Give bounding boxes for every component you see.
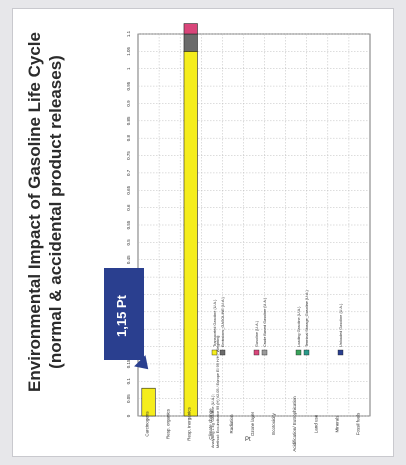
legend-label: Gasoline {U.A.} [255, 320, 259, 347]
category-label: Resp. organics [166, 408, 171, 439]
legend-swatch [211, 349, 218, 356]
chart-grid [137, 33, 371, 417]
legend-label: Unloaded Gasoline {U.A.} [339, 303, 343, 347]
tick-label: 0.9 [126, 100, 131, 107]
tick-label: 1 [126, 67, 131, 70]
category-label: Resp. inorganics [187, 406, 192, 440]
tick-label: 0.95 [126, 81, 131, 90]
tick-label: 0.65 [126, 185, 131, 194]
category-label: Carcinogens [145, 411, 150, 437]
category-label: Climate change [208, 408, 213, 440]
tick-label: 0.05 [126, 394, 131, 403]
legend-swatch [303, 349, 310, 356]
tick-label: 0.75 [126, 151, 131, 160]
category-label: Minerals [334, 415, 339, 433]
tick-label: 0.6 [126, 204, 131, 211]
legend-label: Terminal Storage_Gasoline {U.A.} [305, 289, 309, 347]
chart-card [12, 8, 394, 457]
bar-segment [183, 33, 198, 52]
legend-label: Crude Based Gasoline {U.A.} [263, 297, 267, 347]
footnote-line-1: Analyzing 1 kg 'Gasoline {U.A.}'; [211, 394, 215, 448]
tick-label: 1.05 [126, 46, 131, 55]
value-callout-label: 1,15 Pt [114, 295, 129, 337]
tick-label: 0.7 [126, 169, 131, 176]
legend-label: Transported Gasoline {U.A.} [213, 299, 217, 347]
category-label: Land use [313, 414, 318, 433]
bar-segment [183, 23, 198, 35]
chart-legend: Transported Gasoline {U.A.} Emissions_GAS… [211, 289, 344, 356]
category-label: Ozone layer [250, 411, 255, 436]
legend-swatch [337, 349, 344, 356]
bar-segment [183, 51, 198, 417]
tick-label: 0.15 [126, 359, 131, 368]
category-label: Radiation [229, 414, 234, 434]
plot-border [137, 33, 371, 417]
tick-label: 0.55 [126, 220, 131, 229]
tick-label: 0.45 [126, 255, 131, 264]
footnote-line-2: Method: Eco-indicator 99 (H) V2.05 / Eur… [216, 336, 220, 448]
tick-label: 1.1 [126, 30, 131, 37]
legend-swatch [219, 349, 226, 356]
category-label: Ecotoxicity [271, 413, 276, 435]
axis-unit-label: Pt [245, 437, 251, 443]
tick-label: 0.5 [126, 239, 131, 246]
chart-bars [141, 23, 198, 417]
tick-label: 0.8 [126, 135, 131, 142]
legend-label: Loading Gasoline {U.A.} [297, 306, 301, 347]
legend-swatch [261, 349, 268, 356]
tick-label: 0 [126, 414, 131, 417]
legend-swatch [253, 349, 260, 356]
legend-swatch [295, 349, 302, 356]
bar-segment [141, 387, 156, 417]
category-label: Acidification/ Eutrophication [292, 396, 297, 452]
legend-label: Emissions_GASOLINE {U.A.} [221, 296, 225, 347]
chart-footnote: Analyzing 1 kg 'Gasoline {U.A.}'; Method:… [211, 336, 220, 448]
chart-categories: Carcinogens Resp. organics Resp. inorganic… [145, 396, 361, 452]
tick-label: 0.85 [126, 116, 131, 125]
category-label: Fossil fuels [355, 412, 360, 435]
tick-label: 0.1 [126, 378, 131, 385]
value-callout-box [104, 268, 144, 360]
